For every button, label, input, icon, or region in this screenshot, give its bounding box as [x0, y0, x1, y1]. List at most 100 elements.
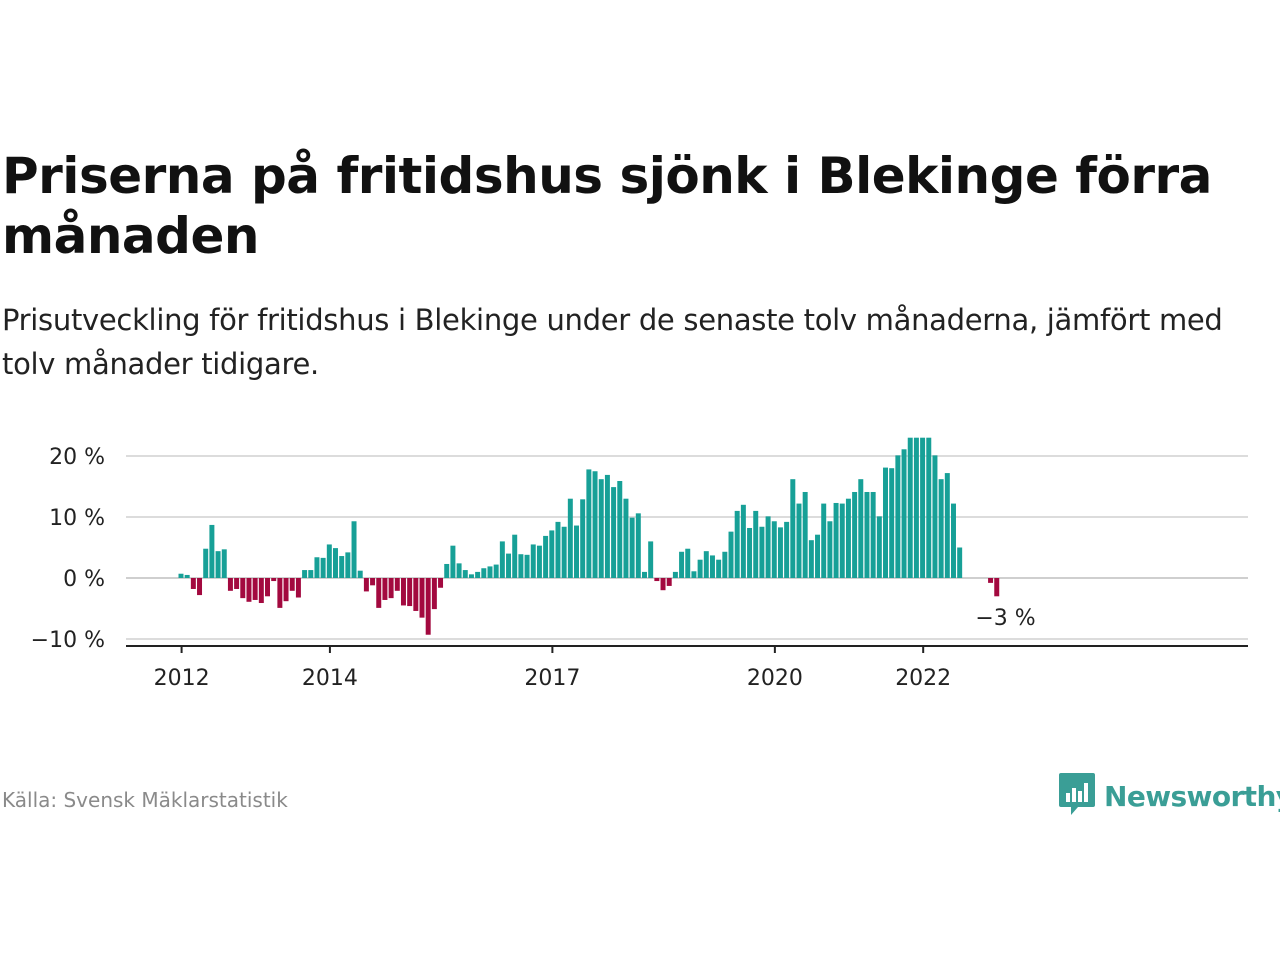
bar: [734, 510, 740, 578]
bar: [833, 502, 839, 578]
bar: [240, 578, 246, 599]
bar: [295, 578, 301, 598]
bar: [493, 564, 499, 578]
bar: [574, 525, 579, 578]
bar: [283, 578, 289, 602]
bar: [901, 449, 907, 578]
bar: [456, 563, 462, 578]
bar: [839, 503, 845, 578]
bar: [376, 578, 382, 608]
brand-name: Newsworthy: [1104, 779, 1280, 813]
bar: [827, 521, 833, 578]
bar: [716, 559, 722, 578]
y-tick-label: −10 %: [31, 628, 105, 653]
bar: [642, 571, 647, 578]
bar: [753, 510, 759, 578]
bar: [444, 563, 450, 578]
bar: [747, 527, 753, 578]
bar: [685, 548, 691, 578]
x-tick-label: 2017: [524, 666, 580, 691]
chart-subtitle: Prisutveckling för fritidshus i Blekinge…: [2, 303, 1223, 381]
y-tick-label: 20 %: [49, 445, 105, 470]
bar: [635, 513, 641, 578]
bar: [370, 578, 376, 586]
bar: [543, 535, 549, 578]
bar: [883, 467, 888, 578]
bar: [407, 578, 413, 607]
bar: [246, 578, 252, 602]
bar: [852, 491, 858, 578]
bar: [703, 551, 709, 578]
bar: [932, 455, 938, 578]
bar: [215, 551, 221, 578]
bar: [536, 545, 542, 578]
x-tick-label: 2012: [154, 666, 210, 691]
bar: [654, 578, 660, 582]
bar: [870, 491, 876, 578]
bar: [623, 498, 629, 578]
bar: [388, 578, 394, 599]
bar: [258, 578, 264, 604]
last-value-label: −3 %: [975, 606, 1035, 631]
bar: [351, 521, 357, 578]
bar: [709, 555, 715, 578]
bar: [808, 540, 814, 578]
bar: [512, 534, 518, 578]
bar: [821, 503, 827, 578]
bar: [518, 554, 524, 578]
bar: [252, 578, 258, 600]
bar: [227, 578, 233, 591]
bar: [178, 573, 184, 578]
bar: [487, 566, 493, 578]
chart-title: Priserna på fritidshus sjönk i Blekinge …: [2, 147, 1212, 265]
bar: [666, 578, 672, 586]
bar: [938, 479, 944, 578]
bar: [499, 541, 505, 578]
bar: [190, 578, 196, 589]
bar: [920, 437, 926, 578]
bar: [858, 479, 864, 578]
bar: [289, 578, 295, 591]
bar: [617, 481, 623, 578]
y-tick-label: 10 %: [49, 506, 105, 531]
bar: [277, 578, 283, 608]
bar: [802, 491, 808, 578]
bar: [431, 578, 437, 610]
bar: [611, 487, 617, 578]
bar-chart: 20 % 10 % 0 % −10 % 2012 2014 2017 2020 2022 −3…: [31, 437, 1248, 691]
bar: [524, 554, 530, 578]
bar: [648, 541, 654, 578]
bar: [481, 568, 487, 578]
bar: [209, 524, 215, 578]
bar: [691, 571, 697, 578]
bar: [567, 498, 573, 578]
bar: [988, 578, 994, 583]
bar: [660, 578, 666, 591]
bar: [771, 521, 777, 578]
bar: [475, 571, 481, 578]
bar: [314, 557, 320, 578]
bar: [895, 455, 901, 578]
bar: [994, 578, 1000, 597]
bar: [308, 570, 314, 578]
newsworthy-logo-icon: [1058, 771, 1096, 821]
bar: [271, 578, 277, 582]
bar: [679, 551, 685, 578]
bar: [951, 503, 956, 578]
bar: [419, 578, 425, 618]
bar: [302, 570, 308, 578]
bar: [320, 557, 326, 578]
bar: [506, 553, 512, 578]
bar: [382, 578, 388, 600]
bar: [530, 544, 536, 578]
bar: [468, 574, 474, 578]
bar: [740, 504, 746, 578]
x-tick-label: 2014: [302, 666, 358, 691]
bar: [555, 521, 561, 578]
bar: [876, 516, 882, 578]
bar: [926, 437, 932, 578]
bar: [759, 526, 765, 578]
bar: [450, 545, 456, 578]
bar: [944, 473, 950, 578]
bar: [864, 491, 870, 578]
